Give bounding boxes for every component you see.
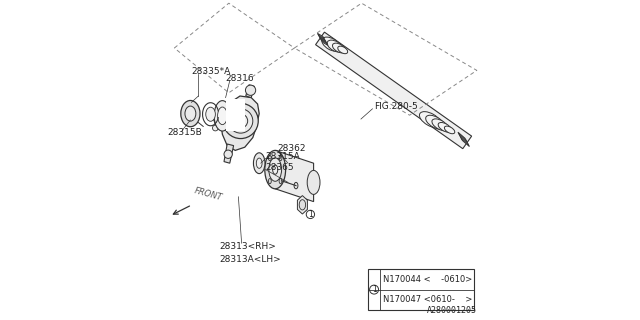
Ellipse shape — [426, 115, 445, 129]
Text: 28316: 28316 — [226, 74, 254, 83]
Ellipse shape — [185, 106, 196, 121]
Ellipse shape — [273, 165, 278, 174]
Circle shape — [212, 125, 218, 131]
Text: FIG.280-5: FIG.280-5 — [374, 102, 417, 111]
Polygon shape — [224, 144, 234, 163]
Polygon shape — [275, 150, 314, 202]
Ellipse shape — [253, 153, 265, 173]
Circle shape — [228, 109, 253, 133]
Text: 28365: 28365 — [266, 164, 294, 172]
Text: 28362: 28362 — [278, 144, 307, 153]
Text: 28315B: 28315B — [167, 128, 202, 137]
Polygon shape — [215, 123, 223, 130]
Text: 28313<RH>: 28313<RH> — [219, 242, 276, 251]
Polygon shape — [316, 32, 472, 149]
Circle shape — [234, 114, 248, 128]
Text: 28313A<LH>: 28313A<LH> — [219, 255, 281, 264]
Ellipse shape — [444, 126, 455, 134]
Ellipse shape — [279, 156, 282, 161]
Ellipse shape — [218, 107, 227, 124]
Text: 1: 1 — [372, 285, 376, 294]
Ellipse shape — [181, 100, 200, 127]
Ellipse shape — [300, 200, 306, 210]
Ellipse shape — [294, 182, 298, 189]
Text: 1: 1 — [308, 210, 313, 219]
Polygon shape — [317, 33, 328, 45]
Text: N170047 <0610-    >: N170047 <0610- > — [383, 295, 472, 305]
Ellipse shape — [438, 123, 451, 132]
Polygon shape — [221, 96, 259, 150]
Circle shape — [370, 285, 379, 294]
Ellipse shape — [322, 37, 340, 51]
Ellipse shape — [432, 119, 448, 131]
Ellipse shape — [268, 179, 271, 184]
Text: N170044 <    -0610>: N170044 < -0610> — [383, 275, 472, 284]
Text: 28315A: 28315A — [266, 152, 300, 161]
Circle shape — [237, 118, 244, 124]
Polygon shape — [246, 85, 254, 98]
Text: 28335*A: 28335*A — [191, 68, 230, 76]
Ellipse shape — [206, 107, 215, 121]
Ellipse shape — [338, 46, 348, 54]
Ellipse shape — [307, 170, 320, 194]
Ellipse shape — [269, 158, 282, 181]
Ellipse shape — [327, 40, 343, 52]
Polygon shape — [458, 132, 470, 147]
Text: A280001205: A280001205 — [427, 306, 477, 315]
Ellipse shape — [279, 179, 282, 184]
Ellipse shape — [214, 100, 231, 131]
Ellipse shape — [333, 43, 345, 53]
Ellipse shape — [256, 158, 262, 168]
Circle shape — [306, 210, 315, 219]
Ellipse shape — [419, 112, 442, 128]
Circle shape — [246, 85, 256, 95]
Text: FRONT: FRONT — [193, 186, 224, 202]
FancyBboxPatch shape — [368, 269, 474, 310]
Ellipse shape — [268, 156, 271, 161]
Circle shape — [223, 103, 259, 139]
Ellipse shape — [265, 150, 285, 189]
Polygon shape — [298, 196, 307, 214]
FancyBboxPatch shape — [226, 99, 245, 131]
Circle shape — [224, 150, 232, 158]
